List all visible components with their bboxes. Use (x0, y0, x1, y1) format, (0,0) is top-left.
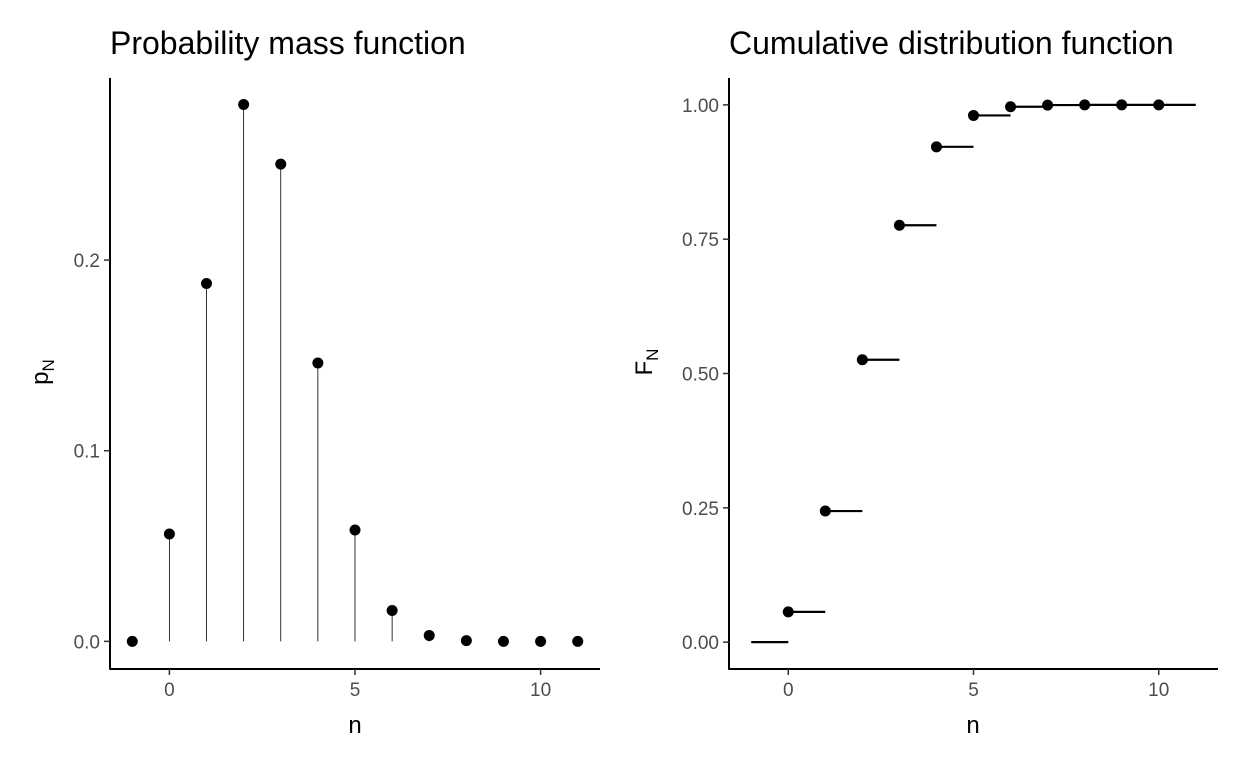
cdf-y-tick-label: 1.00 (682, 96, 719, 117)
pmf-point (386, 604, 398, 616)
pmf-y-tick-label: 0.0 (74, 632, 100, 653)
cdf-y-tick-label: 0.00 (682, 633, 719, 654)
cdf-y-tick-label: 0.50 (682, 365, 719, 386)
cdf-point (1079, 99, 1091, 111)
cdf-x-tick-label: 10 (1148, 680, 1169, 701)
pmf-point (423, 629, 435, 641)
cdf-x-tick-label: 5 (968, 680, 979, 701)
pmf-point (535, 635, 547, 647)
pmf-y-tick-label: 0.2 (74, 251, 100, 272)
cdf-x-axis-title: n (966, 712, 979, 739)
pmf-panel: Probability mass function n pN 0 5 10 0.0 0.… (27, 25, 600, 739)
pmf-x-tick-label: 0 (164, 680, 175, 701)
cdf-plot-area: 0 5 10 0.00 0.25 0.50 0.75 1.00 (682, 78, 1218, 701)
cdf-point (893, 219, 905, 231)
pmf-y-axis-title: pN (27, 359, 58, 385)
cdf-point (1116, 99, 1128, 111)
cdf-point (968, 109, 979, 121)
cdf-panel: Cumulative distribution function n FN 0 5… (631, 25, 1218, 739)
pmf-title: Probability mass function (110, 25, 466, 61)
cdf-point (782, 606, 794, 618)
pmf-point (201, 278, 213, 290)
pmf-point (572, 635, 584, 647)
pmf-point (497, 635, 509, 647)
cdf-x-tick-label: 0 (783, 680, 794, 701)
cdf-point (1042, 99, 1054, 111)
cdf-y-tick-label: 0.75 (682, 230, 719, 251)
pmf-point (312, 357, 324, 369)
pmf-plot-area: 0 5 10 0.0 0.1 0.2 (74, 78, 600, 701)
pmf-y-tick-label: 0.1 (74, 442, 100, 463)
pmf-point (349, 524, 361, 536)
pmf-point (275, 158, 287, 170)
pmf-y-axis-title-main: p (27, 371, 54, 384)
cdf-point (930, 141, 942, 153)
cdf-y-axis-title-subscript: N (643, 349, 662, 361)
pmf-point (163, 528, 175, 540)
pmf-x-tick-label: 5 (350, 680, 361, 701)
cdf-point (1153, 99, 1165, 111)
cdf-point (819, 505, 831, 517)
pmf-point (460, 635, 472, 647)
cdf-point (856, 354, 868, 366)
cdf-y-tick-label: 0.25 (682, 499, 719, 520)
cdf-y-axis-title: FN (631, 349, 662, 376)
cdf-point (1005, 101, 1017, 113)
cdf-title: Cumulative distribution function (729, 25, 1174, 61)
cdf-y-axis-title-main: F (631, 361, 658, 376)
pmf-x-tick-label: 10 (530, 680, 551, 701)
pmf-point (238, 98, 250, 110)
pmf-y-axis-title-subscript: N (39, 359, 58, 371)
pmf-x-axis-title: n (348, 712, 361, 739)
pmf-point (126, 635, 138, 647)
